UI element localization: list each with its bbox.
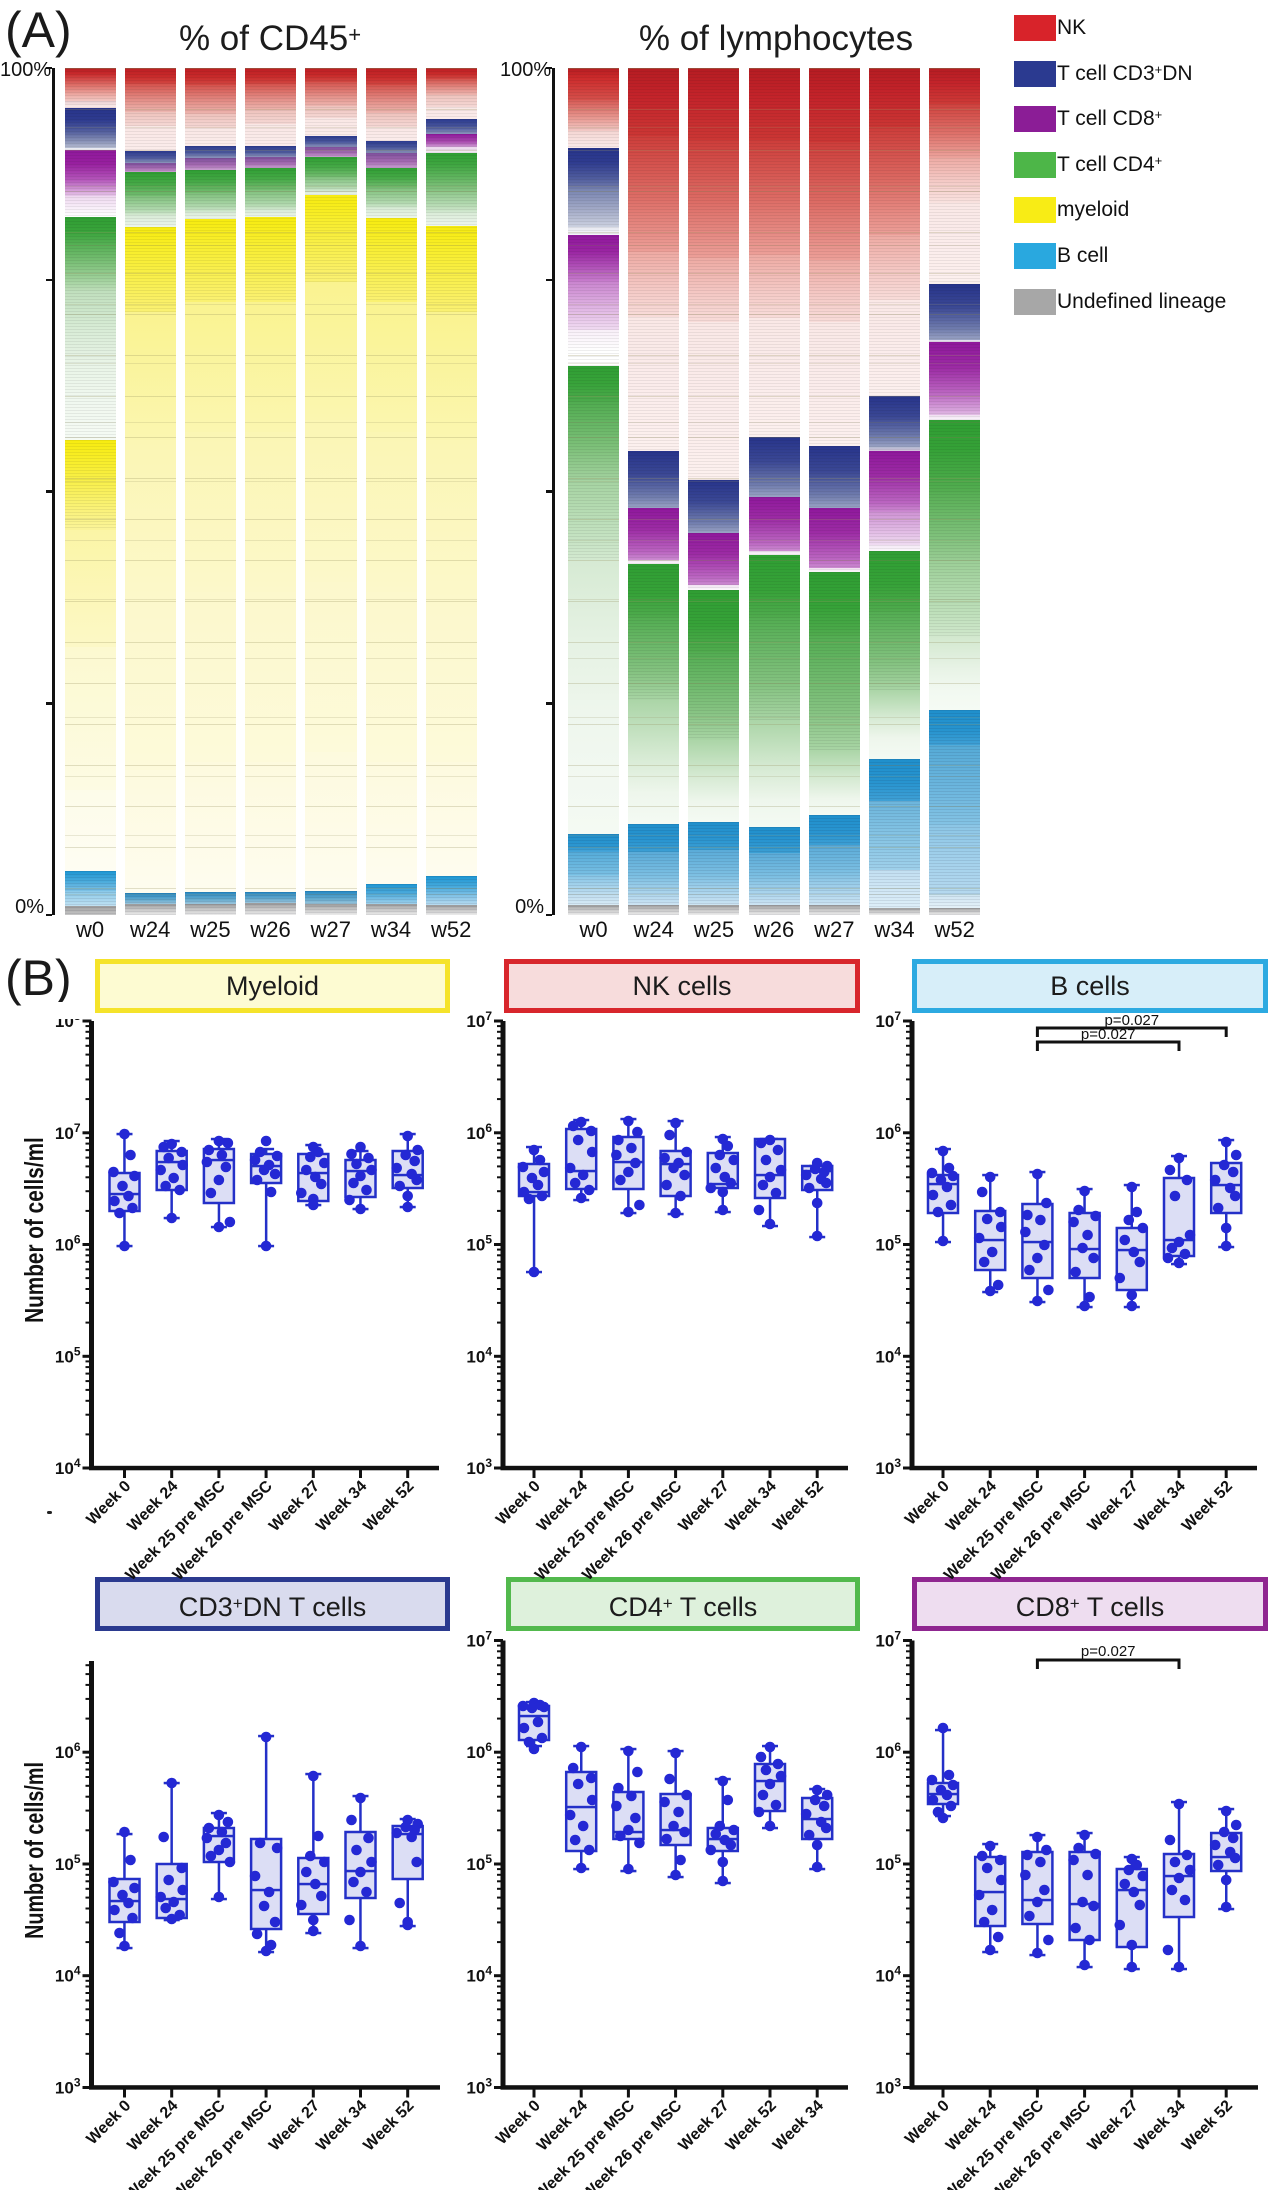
svg-text:103: 103: [55, 2076, 81, 2098]
svg-text:Week 52: Week 52: [360, 1478, 417, 1535]
svg-text:Week 52: Week 52: [360, 2097, 417, 2154]
svg-text:107: 107: [875, 1009, 901, 1031]
svg-text:105: 105: [55, 1852, 81, 1874]
svg-text:104: 104: [466, 1964, 492, 1986]
svg-text:Week 34: Week 34: [770, 2097, 827, 2154]
svg-text:Week 27: Week 27: [1085, 2097, 1142, 2154]
svg-text:Week 27: Week 27: [266, 1478, 323, 1535]
svg-text:p=0.027: p=0.027: [1104, 1012, 1159, 1029]
svg-text:105: 105: [466, 1852, 492, 1874]
svg-text:107: 107: [466, 1629, 492, 1651]
svg-text:103: 103: [466, 2076, 492, 2098]
svg-text:104: 104: [875, 1344, 901, 1366]
svg-text:Week 34: Week 34: [723, 1478, 780, 1535]
svg-text:107: 107: [55, 1121, 81, 1143]
svg-text:105: 105: [55, 1344, 81, 1366]
svg-text:Week 52: Week 52: [770, 1478, 827, 1535]
svg-text:Week 34: Week 34: [313, 1478, 370, 1535]
svg-text:Week 52: Week 52: [1179, 1478, 1236, 1535]
svg-text:Week 27: Week 27: [1085, 1478, 1142, 1535]
svg-text:104: 104: [466, 1344, 492, 1366]
svg-text:Week 27: Week 27: [676, 2097, 733, 2154]
svg-text:Week 27: Week 27: [266, 2097, 323, 2154]
svg-text:105: 105: [875, 1233, 901, 1255]
svg-text:p=0.027: p=0.027: [1081, 1026, 1136, 1043]
svg-text:103: 103: [875, 1456, 901, 1478]
svg-text:p=0.027: p=0.027: [1081, 1643, 1136, 1660]
svg-text:107: 107: [466, 1009, 492, 1031]
svg-text:104: 104: [875, 1964, 901, 1986]
svg-text:Week 52: Week 52: [1179, 2097, 1236, 2154]
svg-text:106: 106: [466, 1121, 492, 1143]
svg-text:Week 27: Week 27: [676, 1478, 733, 1535]
svg-text:Week 34: Week 34: [1132, 1478, 1189, 1535]
svg-text:105: 105: [466, 1233, 492, 1255]
svg-text:106: 106: [55, 1233, 81, 1255]
svg-text:107: 107: [875, 1629, 901, 1651]
svg-text:106: 106: [466, 1740, 492, 1762]
svg-text:106: 106: [875, 1740, 901, 1762]
svg-text:106: 106: [875, 1121, 901, 1143]
svg-text:Week 34: Week 34: [313, 2097, 370, 2154]
svg-text:105: 105: [875, 1852, 901, 1874]
svg-text:Week 52: Week 52: [723, 2097, 780, 2154]
svg-text:104: 104: [55, 1456, 81, 1478]
svg-text:103: 103: [875, 2076, 901, 2098]
svg-text:104: 104: [55, 1964, 81, 1986]
svg-text:106: 106: [55, 1740, 81, 1762]
svg-text:Week 34: Week 34: [1132, 2097, 1189, 2154]
svg-text:103: 103: [466, 1456, 492, 1478]
